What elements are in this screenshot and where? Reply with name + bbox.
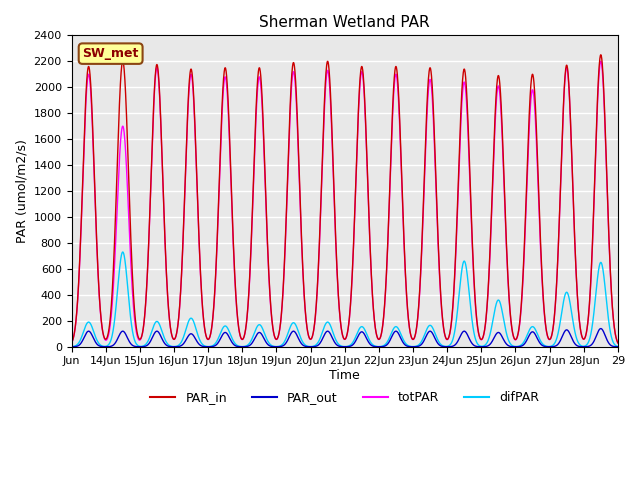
Text: SW_met: SW_met bbox=[83, 47, 139, 60]
PAR_out bbox=[246, 342, 254, 348]
totPAR bbox=[499, 151, 507, 156]
totPAR bbox=[68, 340, 76, 346]
difPAR bbox=[119, 249, 127, 255]
difPAR bbox=[499, 313, 507, 319]
totPAR bbox=[444, 337, 451, 343]
PAR_out bbox=[597, 326, 605, 332]
Line: totPAR: totPAR bbox=[72, 61, 618, 343]
Y-axis label: PAR (umol/m2/s): PAR (umol/m2/s) bbox=[15, 139, 28, 243]
Line: PAR_in: PAR_in bbox=[72, 55, 618, 343]
totPAR bbox=[614, 340, 621, 346]
X-axis label: Time: Time bbox=[330, 369, 360, 382]
totPAR bbox=[114, 191, 122, 197]
PAR_in bbox=[339, 332, 346, 338]
PAR_in bbox=[444, 336, 451, 342]
PAR_out bbox=[114, 336, 122, 341]
PAR_out bbox=[499, 336, 507, 341]
PAR_out bbox=[444, 344, 451, 349]
PAR_out bbox=[339, 344, 346, 349]
difPAR bbox=[614, 344, 621, 349]
PAR_out bbox=[614, 344, 621, 349]
PAR_in bbox=[499, 143, 507, 149]
Legend: PAR_in, PAR_out, totPAR, difPAR: PAR_in, PAR_out, totPAR, difPAR bbox=[145, 386, 544, 409]
PAR_in bbox=[68, 340, 76, 346]
PAR_out bbox=[68, 344, 76, 349]
totPAR bbox=[156, 87, 163, 93]
totPAR bbox=[597, 59, 605, 64]
Title: Sherman Wetland PAR: Sherman Wetland PAR bbox=[259, 15, 430, 30]
difPAR bbox=[68, 344, 76, 349]
PAR_in bbox=[614, 340, 621, 346]
difPAR bbox=[156, 322, 163, 327]
Line: PAR_out: PAR_out bbox=[72, 329, 618, 347]
difPAR bbox=[339, 344, 347, 349]
Line: difPAR: difPAR bbox=[72, 252, 618, 347]
PAR_in bbox=[114, 146, 122, 152]
difPAR bbox=[114, 285, 122, 290]
totPAR bbox=[339, 333, 346, 338]
PAR_in bbox=[246, 265, 254, 271]
difPAR bbox=[246, 339, 254, 345]
PAR_in bbox=[156, 84, 163, 90]
PAR_in bbox=[597, 52, 605, 58]
difPAR bbox=[444, 343, 451, 349]
PAR_out bbox=[156, 330, 163, 336]
totPAR bbox=[246, 268, 254, 274]
